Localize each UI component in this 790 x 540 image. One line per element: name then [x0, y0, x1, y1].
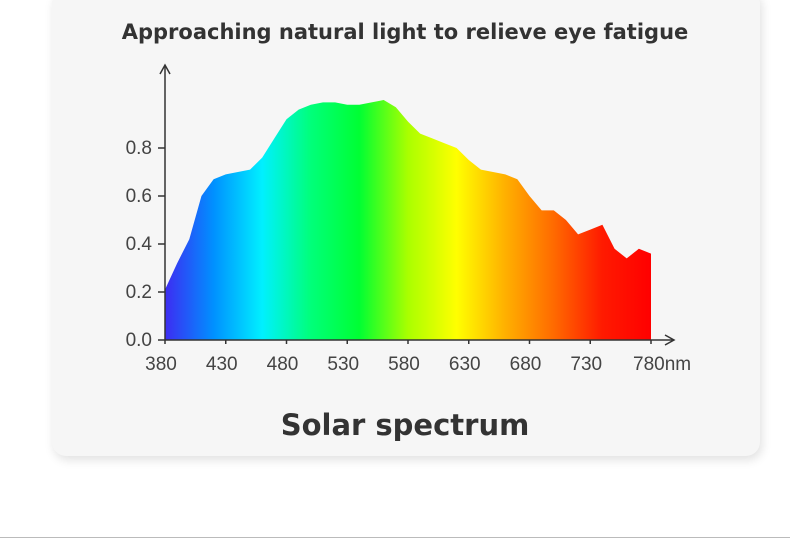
x-tick-label: 780nm: [633, 354, 691, 375]
y-tick-label: 0.0: [126, 330, 152, 351]
x-tick-label: 630: [449, 354, 481, 375]
y-tick-label: 0.8: [126, 138, 152, 159]
chart-caption: Solar spectrum: [281, 408, 530, 442]
y-axis-arrow: [159, 63, 171, 75]
x-tick-label: 580: [388, 354, 420, 375]
y-tick-label: 0.2: [126, 282, 152, 303]
x-tick-label: 730: [570, 354, 602, 375]
x-tick-label: 680: [510, 354, 542, 375]
chart-title: Approaching natural light to relieve eye…: [122, 20, 689, 44]
x-axis-arrow: [664, 334, 676, 346]
divider: [0, 537, 790, 538]
x-tick-label: 430: [206, 354, 238, 375]
x-tick-label: 480: [267, 354, 299, 375]
y-tick-label: 0.4: [126, 234, 153, 255]
x-tick-label: 380: [145, 354, 177, 375]
spectrum-area: [165, 100, 651, 340]
x-tick-label: 530: [327, 354, 359, 375]
y-tick-label: 0.6: [126, 186, 152, 207]
